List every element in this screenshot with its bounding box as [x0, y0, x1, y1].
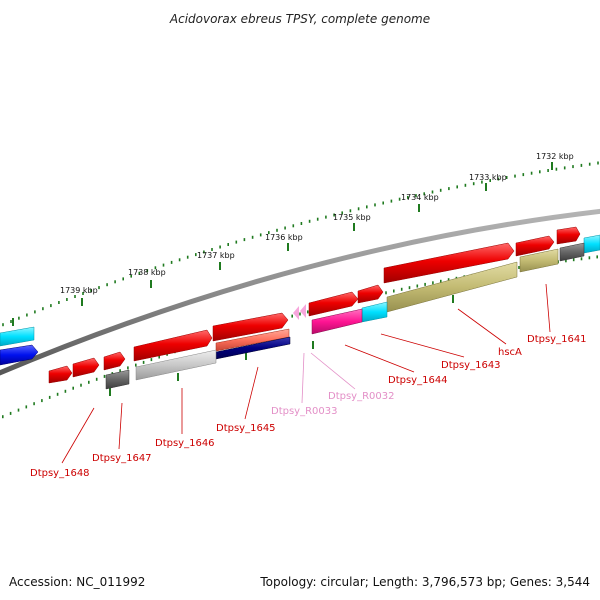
feature-olive-box — [519, 248, 559, 273]
leader-dtpsy-r0033 — [301, 352, 305, 404]
leader-dtpsy-1643 — [380, 333, 465, 358]
feature-red-arrow — [212, 312, 289, 342]
feature-light-gray-box — [135, 349, 217, 381]
genome-summary-text: Topology: circular; Length: 3,796,573 bp… — [259, 575, 590, 589]
accession-text: Accession: NC_011992 — [9, 575, 145, 589]
leader-hscA — [457, 308, 507, 345]
tick-label-1739: 1739 kbp — [60, 286, 98, 295]
tick-label-1733: 1733 kbp — [469, 173, 507, 182]
feature-cyan-right-top — [583, 234, 600, 254]
feature-pink-rrna — [293, 306, 299, 320]
feature-red-arrow — [308, 291, 359, 317]
tick-label-1735: 1735 kbp — [333, 213, 371, 222]
leader-dtpsy-1645 — [244, 366, 259, 420]
gene-label-dtpsy-r0033: Dtpsy_R0033 — [271, 406, 338, 417]
gene-label-dtpsy-1644: Dtpsy_1644 — [388, 375, 448, 386]
leader-dtpsy-1641 — [545, 283, 551, 333]
gene-label-dtpsy-1648: Dtpsy_1648 — [30, 468, 90, 479]
leader-dtpsy-1644 — [344, 344, 415, 373]
tick-label-1732: 1732 kbp — [536, 152, 574, 161]
tick-label-1736: 1736 kbp — [265, 233, 303, 242]
leader-dtpsy-1648 — [61, 407, 95, 464]
gene-label-dtpsy-r0032: Dtpsy_R0032 — [328, 391, 395, 402]
map-title: Acidovorax ebreus TPSY, complete genome — [169, 12, 430, 26]
feature-red-arrow — [556, 226, 581, 245]
gene-label-dtpsy-1643: Dtpsy_1643 — [441, 360, 501, 371]
feature-cyan-box — [361, 301, 388, 323]
feature-pink-rrna — [300, 304, 306, 318]
feature-magenta-box — [311, 308, 363, 335]
feature-red-arrow — [133, 329, 213, 362]
feature-red-arrow-long — [383, 242, 515, 284]
leader-dtpsy-r0032 — [310, 352, 356, 390]
tick-label-1737: 1737 kbp — [197, 251, 235, 260]
tick-label-1738: 1738 kbp — [128, 268, 166, 277]
feature-blue-left — [0, 344, 39, 366]
gene-label-dtpsy-1645: Dtpsy_1645 — [216, 423, 276, 434]
gene-label-dtpsy-1647: Dtpsy_1647 — [92, 453, 152, 464]
gene-label-dtpsy-1646: Dtpsy_1646 — [155, 438, 215, 449]
feature-red-arrow — [72, 357, 100, 378]
feature-gray-box — [559, 242, 585, 262]
feature-red-arrow — [357, 284, 384, 304]
leader-dtpsy-1647 — [118, 402, 123, 450]
outer-ruler — [2, 161, 599, 327]
label-leaders — [61, 283, 551, 464]
feature-cyan-left — [0, 326, 35, 347]
gene-label-dtpsy-1641: Dtpsy_1641 — [527, 334, 587, 345]
major-ticks — [12, 162, 553, 396]
feature-red-arrow — [515, 235, 555, 257]
gene-label-hscA: hscA — [498, 347, 522, 358]
feature-gray-box — [105, 369, 130, 390]
feature-red-arrow — [48, 365, 73, 384]
genome-backbone — [0, 208, 600, 376]
feature-red-arrow-small — [103, 351, 126, 371]
tick-label-1734: 1734 kbp — [401, 193, 439, 202]
